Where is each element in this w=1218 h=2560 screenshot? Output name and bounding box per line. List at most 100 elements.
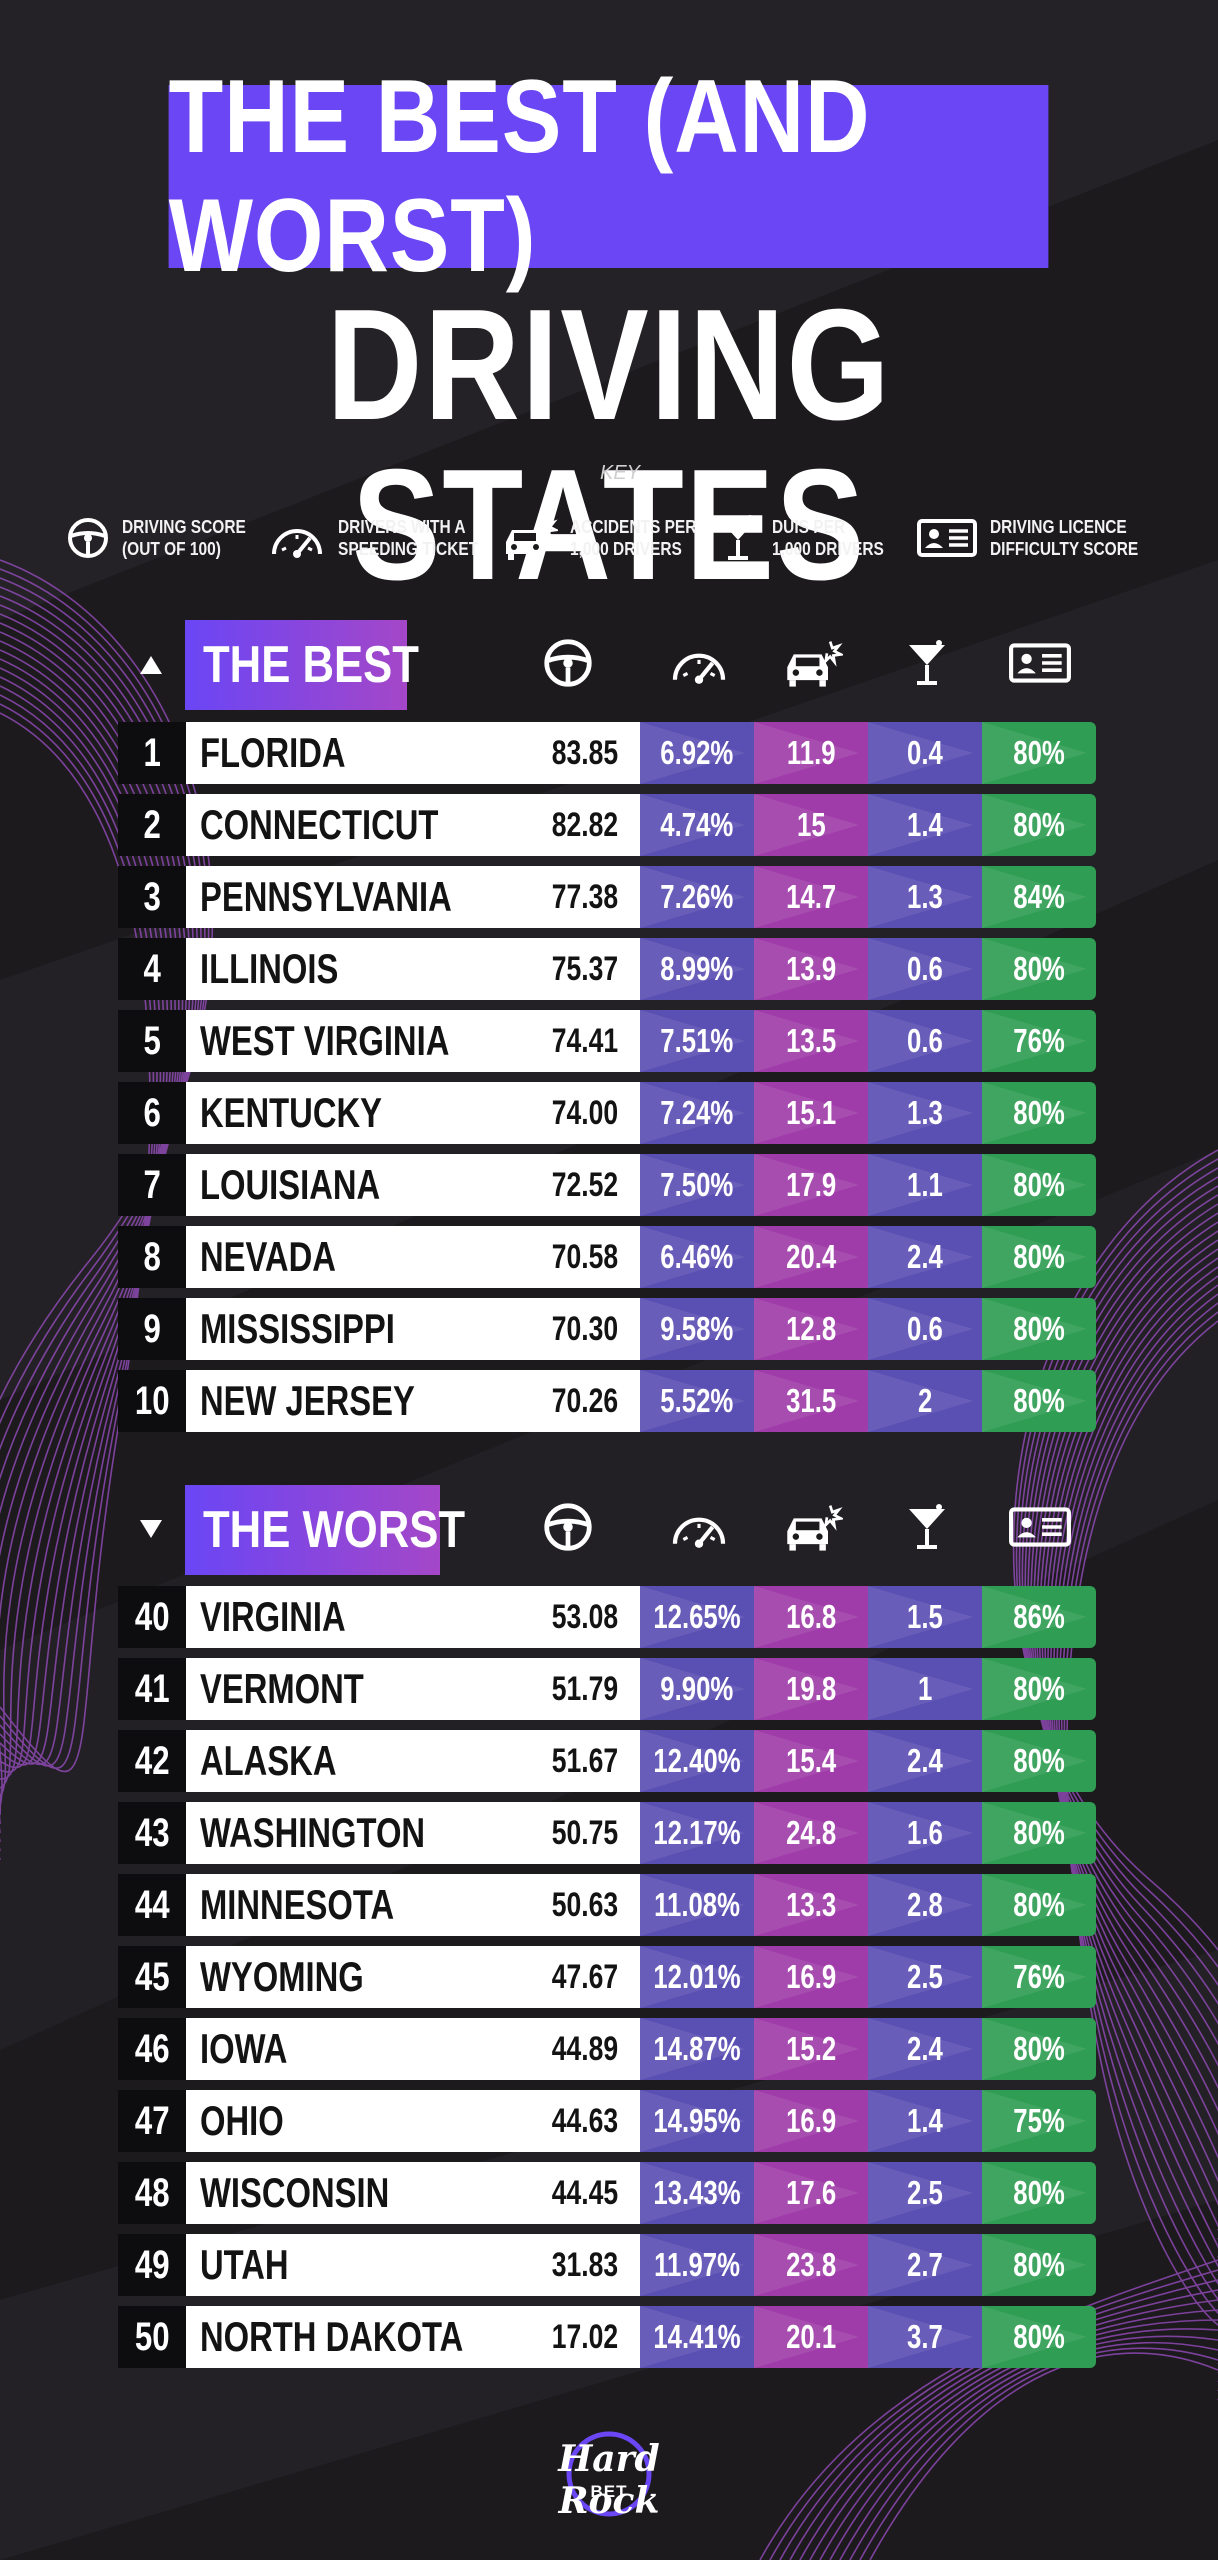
- driving-score-cell: 77.38: [456, 866, 640, 928]
- duis-cell: 1.1: [868, 1154, 982, 1216]
- speeding-cell: 14.87%: [640, 2018, 754, 2080]
- licence-score-cell: 86%: [982, 1586, 1096, 1648]
- duis-cell: 2.4: [868, 2018, 982, 2080]
- driving-score-cell: 44.63: [456, 2090, 640, 2152]
- rank-cell: 1: [118, 722, 186, 784]
- licence-card-icon: [1000, 628, 1080, 698]
- licence-score-cell: 76%: [982, 1010, 1096, 1072]
- rank-cell: 49: [118, 2234, 186, 2296]
- speeding-cell: 7.50%: [640, 1154, 754, 1216]
- driving-score-cell: 74.41: [456, 1010, 640, 1072]
- best-section-label: THE BEST: [185, 620, 419, 710]
- driving-score-cell: 50.63: [456, 1874, 640, 1936]
- accidents-cell: 24.8: [754, 1802, 868, 1864]
- licence-score-cell: 80%: [982, 1154, 1096, 1216]
- rank-cell: 48: [118, 2162, 186, 2224]
- state-name-cell: UTAH: [186, 2234, 456, 2296]
- speeding-cell: 7.24%: [640, 1082, 754, 1144]
- cocktail-glass-icon: [720, 515, 756, 560]
- table-row: 44 MINNESOTA 50.63 11.08% 13.3 2.8 80%: [118, 1874, 1096, 1936]
- table-row: 49 UTAH 31.83 11.97% 23.8 2.7 80%: [118, 2234, 1096, 2296]
- licence-score-cell: 80%: [982, 1874, 1096, 1936]
- state-name-cell: KENTUCKY: [186, 1082, 456, 1144]
- state-name-cell: LOUISIANA: [186, 1154, 456, 1216]
- accidents-cell: 13.3: [754, 1874, 868, 1936]
- driving-score-cell: 50.75: [456, 1802, 640, 1864]
- speeding-cell: 9.58%: [640, 1298, 754, 1360]
- speeding-cell: 12.40%: [640, 1730, 754, 1792]
- state-name-cell: NORTH DAKOTA: [186, 2306, 463, 2368]
- accidents-cell: 12.8: [754, 1298, 868, 1360]
- key-item-driving-score: DRIVING SCORE (OUT OF 100): [66, 508, 266, 568]
- table-row: 43 WASHINGTON 50.75 12.17% 24.8 1.6 80%: [118, 1802, 1096, 1864]
- state-name-cell: NEVADA: [186, 1226, 456, 1288]
- licence-score-cell: 80%: [982, 1658, 1096, 1720]
- accidents-cell: 20.1: [754, 2306, 868, 2368]
- speedometer-icon: [659, 1492, 739, 1562]
- duis-cell: 1: [868, 1658, 982, 1720]
- speeding-cell: 14.95%: [640, 2090, 754, 2152]
- state-name-cell: WEST VIRGINIA: [186, 1010, 456, 1072]
- licence-score-cell: 80%: [982, 794, 1096, 856]
- accidents-cell: 16.9: [754, 1946, 868, 2008]
- table-row: 3 PENNSYLVANIA 77.38 7.26% 14.7 1.3 84%: [118, 866, 1096, 928]
- title-banner: THE BEST (AND WORST): [168, 59, 1049, 294]
- speedometer-icon: [659, 628, 739, 698]
- rank-cell: 44: [118, 1874, 186, 1936]
- duis-cell: 2.4: [868, 1730, 982, 1792]
- duis-cell: 1.5: [868, 1586, 982, 1648]
- table-row: 40 VIRGINIA 53.08 12.65% 16.8 1.5 86%: [118, 1586, 1096, 1648]
- licence-score-cell: 80%: [982, 2306, 1096, 2368]
- state-name-cell: MINNESOTA: [186, 1874, 456, 1936]
- table-row: 5 WEST VIRGINIA 74.41 7.51% 13.5 0.6 76%: [118, 1010, 1096, 1072]
- accidents-cell: 15.4: [754, 1730, 868, 1792]
- cocktail-glass-icon: [887, 628, 967, 698]
- table-row: 7 LOUISIANA 72.52 7.50% 17.9 1.1 80%: [118, 1154, 1096, 1216]
- key-text: DRIVING SCORE (OUT OF 100): [122, 517, 246, 559]
- licence-score-cell: 80%: [982, 2018, 1096, 2080]
- speeding-cell: 11.97%: [640, 2234, 754, 2296]
- speeding-cell: 9.90%: [640, 1658, 754, 1720]
- duis-cell: 3.7: [868, 2306, 982, 2368]
- speeding-cell: 12.01%: [640, 1946, 754, 2008]
- licence-score-cell: 80%: [982, 1082, 1096, 1144]
- state-name-cell: NEW JERSEY: [186, 1370, 456, 1432]
- accidents-cell: 31.5: [754, 1370, 868, 1432]
- state-name-cell: WYOMING: [186, 1946, 456, 2008]
- duis-cell: 2.5: [868, 2162, 982, 2224]
- table-row: 45 WYOMING 47.67 12.01% 16.9 2.5 76%: [118, 1946, 1096, 2008]
- duis-cell: 0.6: [868, 1298, 982, 1360]
- driving-score-cell: 53.08: [456, 1586, 640, 1648]
- table-row: 2 CONNECTICUT 82.82 4.74% 15 1.4 80%: [118, 794, 1096, 856]
- speeding-cell: 6.92%: [640, 722, 754, 784]
- state-name-cell: MISSISSIPPI: [186, 1298, 456, 1360]
- key-item-duis: DUIS PER 1,000 DRIVERS: [716, 508, 902, 568]
- table-row: 9 MISSISSIPPI 70.30 9.58% 12.8 0.6 80%: [118, 1298, 1096, 1360]
- state-name-cell: VIRGINIA: [186, 1586, 456, 1648]
- speeding-cell: 11.08%: [640, 1874, 754, 1936]
- rank-cell: 42: [118, 1730, 186, 1792]
- licence-score-cell: 75%: [982, 2090, 1096, 2152]
- accidents-cell: 16.9: [754, 2090, 868, 2152]
- cocktail-glass-icon: [887, 1492, 967, 1562]
- accidents-cell: 20.4: [754, 1226, 868, 1288]
- licence-score-cell: 80%: [982, 722, 1096, 784]
- driving-score-cell: 51.67: [456, 1730, 640, 1792]
- accidents-cell: 13.5: [754, 1010, 868, 1072]
- rank-cell: 43: [118, 1802, 186, 1864]
- key-text: DRIVERS WITH A SPEEDING TICKET: [338, 517, 479, 559]
- rank-cell: 4: [118, 938, 186, 1000]
- speeding-cell: 13.43%: [640, 2162, 754, 2224]
- steering-wheel-icon: [528, 628, 608, 698]
- table-row: 10 NEW JERSEY 70.26 5.52% 31.5 2 80%: [118, 1370, 1096, 1432]
- state-name-cell: IOWA: [186, 2018, 456, 2080]
- driving-score-cell: 75.37: [456, 938, 640, 1000]
- key-item-licence: DRIVING LICENCE DIFFICULTY SCORE: [916, 508, 1162, 568]
- driving-score-cell: 70.58: [456, 1226, 640, 1288]
- rank-cell: 50: [118, 2306, 186, 2368]
- car-crash-icon: [773, 628, 853, 698]
- car-crash-icon: [506, 517, 558, 560]
- licence-score-cell: 80%: [982, 2162, 1096, 2224]
- rank-cell: 8: [118, 1226, 186, 1288]
- speeding-cell: 7.26%: [640, 866, 754, 928]
